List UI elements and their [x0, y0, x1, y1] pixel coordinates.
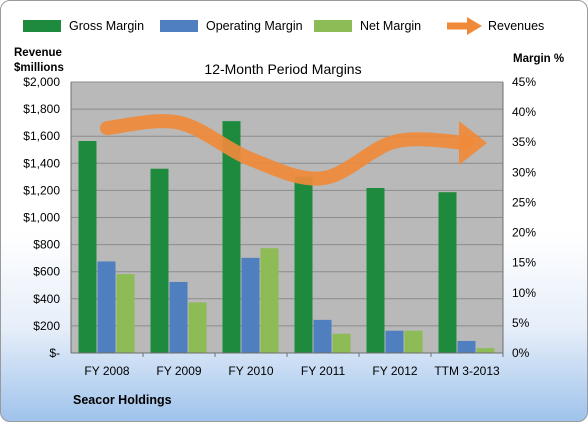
- bar-gross-margin: [222, 121, 241, 354]
- right-tick-label: 20%: [512, 226, 536, 240]
- left-tick-label: $-: [49, 346, 60, 360]
- footer-company-name: Seacor Holdings: [73, 393, 172, 407]
- x-tick-label: TTM 3-2013: [434, 364, 500, 378]
- x-tick-label: FY 2012: [372, 364, 417, 378]
- bar-operating-margin: [385, 330, 404, 353]
- revenue-line: [100, 114, 487, 186]
- left-tick-label: $1,600: [23, 129, 60, 143]
- left-tick-label: $2,000: [23, 75, 60, 89]
- legend-label-net-margin: Net Margin: [360, 19, 421, 33]
- legend-label-operating-margin: Operating Margin: [206, 19, 303, 33]
- bar-gross-margin: [150, 168, 169, 353]
- right-axis-label: Margin %: [513, 53, 564, 65]
- axes: $2,000 $1,800 $1,600 $1,400 $1,200 $1,000 $800…: [23, 75, 536, 378]
- right-tick-label: 40%: [512, 105, 536, 119]
- bar-gross-margin: [294, 176, 313, 353]
- bar-operating-margin: [169, 281, 188, 353]
- x-tick-label: FY 2008: [84, 364, 129, 378]
- x-tick-label: FY 2010: [228, 364, 273, 378]
- left-tick-label: $200: [33, 319, 60, 333]
- bar-net-margin: [476, 348, 495, 353]
- left-tick-label: $400: [33, 292, 60, 306]
- right-tick-label: 5%: [512, 316, 530, 330]
- bar-operating-margin: [241, 257, 260, 353]
- bars: [78, 121, 495, 354]
- bar-net-margin: [260, 248, 279, 353]
- right-tick-label: 10%: [512, 286, 536, 300]
- revenue-line-path: [100, 114, 474, 186]
- left-tick-label: $1,400: [23, 156, 60, 170]
- bar-net-margin: [332, 333, 351, 353]
- legend: Gross Margin Operating Margin Net Margin Re…: [23, 17, 544, 35]
- legend-label-gross-margin: Gross Margin: [69, 19, 144, 33]
- chart-title: 12-Month Period Margins: [204, 61, 361, 77]
- right-tick-label: 0%: [512, 346, 530, 360]
- left-axis-label-line1: Revenue: [14, 47, 62, 59]
- bar-net-margin: [404, 330, 423, 353]
- x-tick-label: FY 2011: [301, 364, 346, 378]
- revenue-arrowhead: [459, 120, 487, 165]
- left-tick-label: $1,800: [23, 102, 60, 116]
- left-tick-label: $600: [33, 265, 60, 279]
- legend-arrow-revenues: [467, 17, 482, 35]
- legend-label-revenues: Revenues: [488, 19, 544, 33]
- bar-operating-margin: [97, 261, 116, 353]
- bar-gross-margin: [438, 192, 457, 353]
- bar-net-margin: [116, 274, 135, 353]
- right-tick-label: 15%: [512, 256, 536, 270]
- left-tick-label: $1,200: [23, 183, 60, 197]
- left-axis-label-line2: $millions: [14, 62, 64, 74]
- left-tick-label: $800: [33, 238, 60, 252]
- legend-swatch-net-margin: [314, 20, 352, 32]
- bar-operating-margin: [457, 340, 476, 353]
- legend-swatch-operating-margin: [160, 20, 198, 32]
- x-tick-label: FY 2009: [156, 364, 201, 378]
- bar-gross-margin: [78, 141, 97, 353]
- right-tick-label: 35%: [512, 135, 536, 149]
- bar-operating-margin: [313, 319, 332, 353]
- right-tick-label: 45%: [512, 75, 536, 89]
- right-tick-label: 25%: [512, 195, 536, 209]
- legend-swatch-gross-margin: [23, 20, 61, 32]
- left-tick-label: $1,000: [23, 211, 60, 225]
- bar-net-margin: [188, 302, 207, 353]
- right-tick-label: 30%: [512, 165, 536, 179]
- bar-gross-margin: [366, 187, 385, 353]
